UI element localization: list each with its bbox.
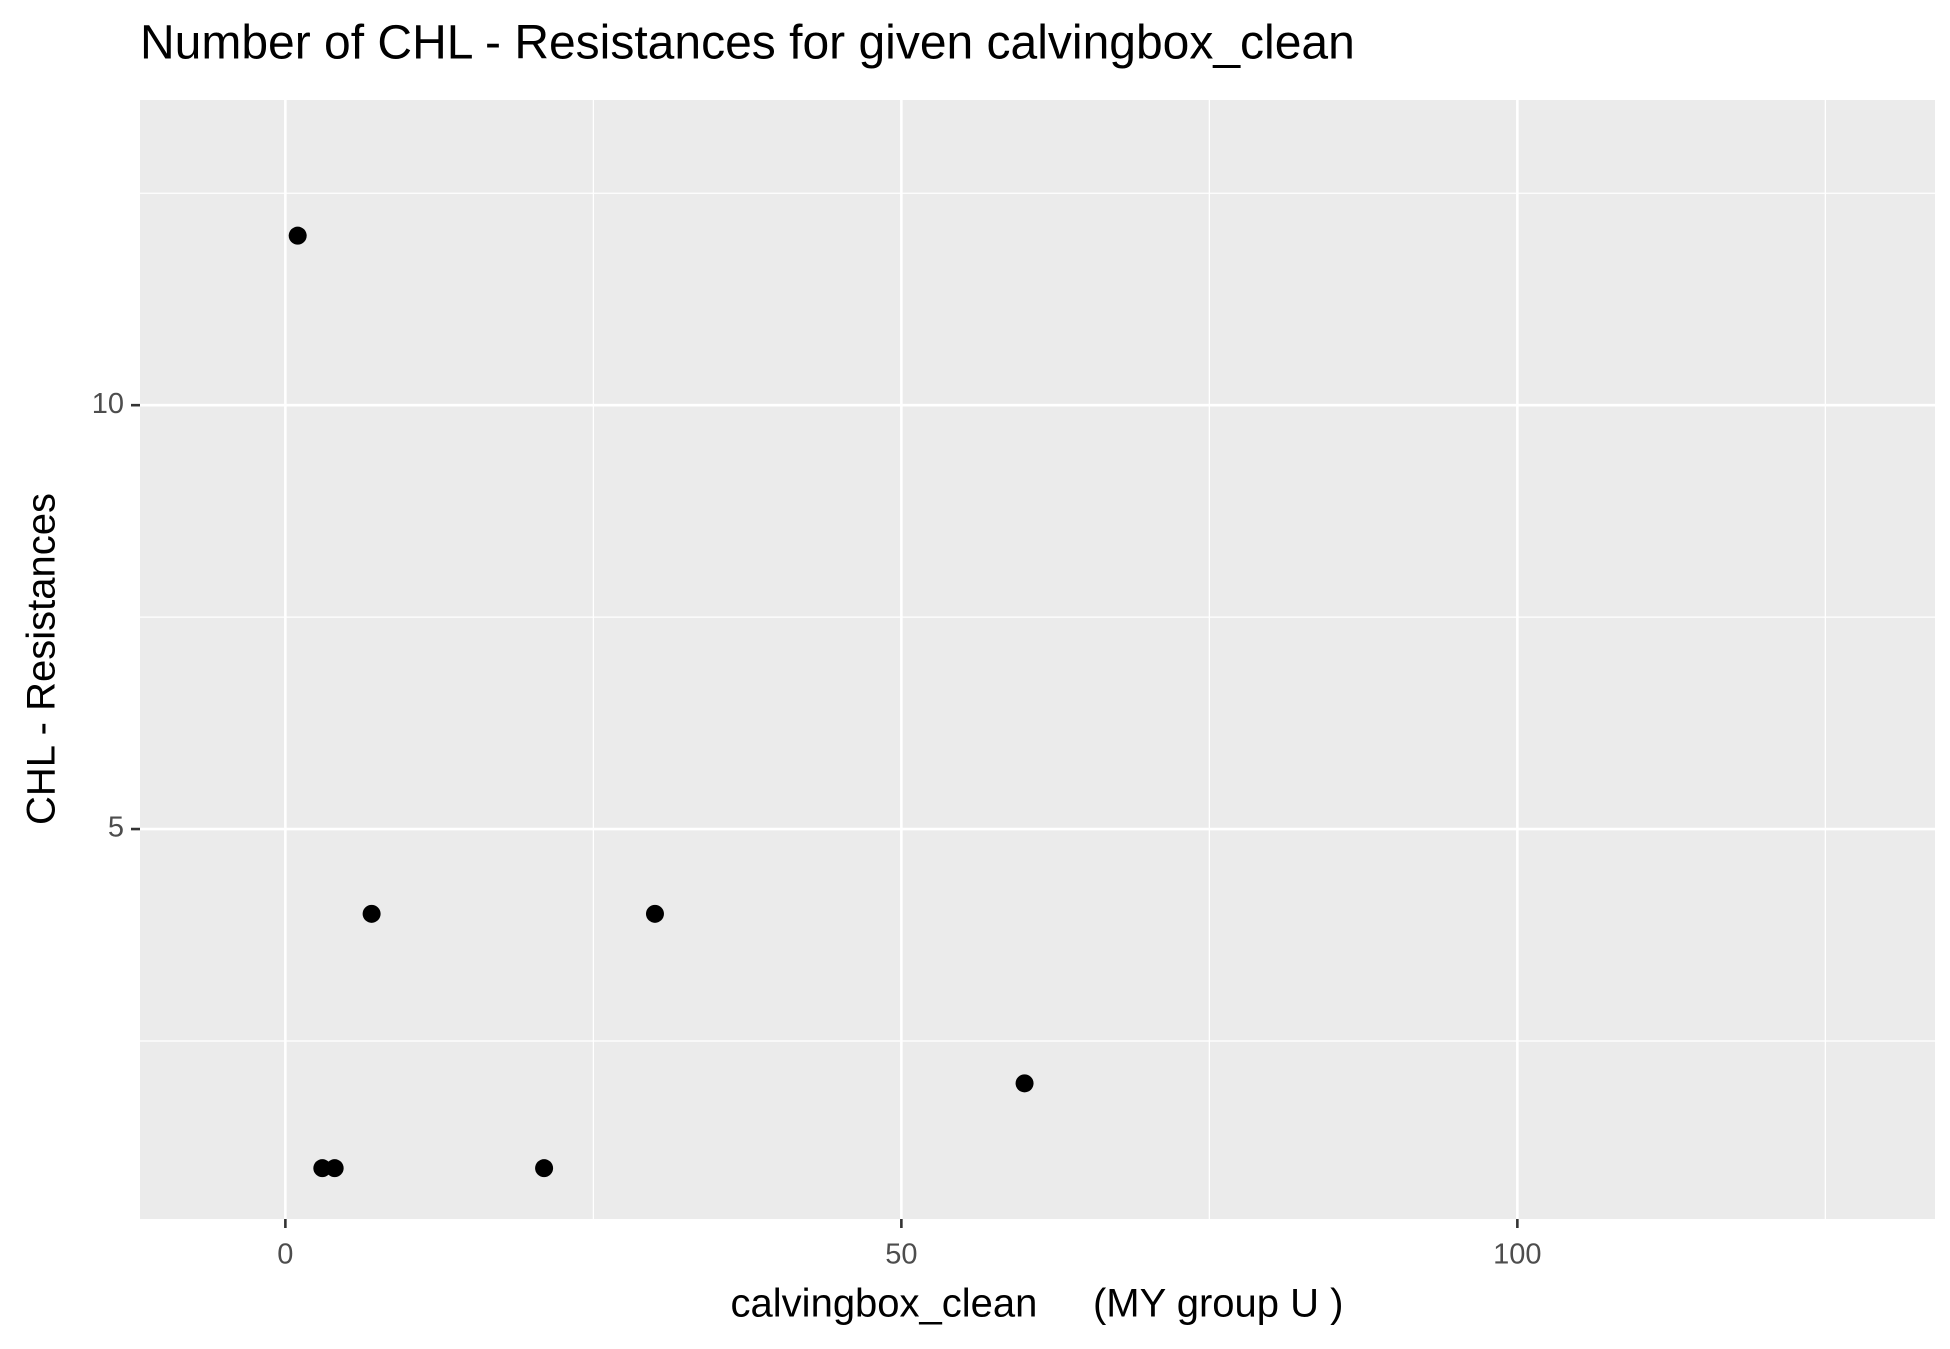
x-tick-label: 0	[277, 1239, 293, 1271]
point	[325, 1159, 344, 1178]
point	[1015, 1074, 1034, 1093]
x-tick-label: 50	[885, 1239, 917, 1271]
chart-title: Number of CHL - Resistances for given ca…	[140, 17, 1355, 70]
y-tick-label: 5	[108, 812, 124, 844]
point	[313, 1159, 332, 1178]
point	[288, 226, 307, 245]
plot-panel	[140, 100, 1935, 1219]
point	[535, 1159, 554, 1178]
y-axis-label: CHL - Resistances	[20, 493, 64, 825]
point	[645, 904, 664, 923]
x-tick-label: 100	[1493, 1239, 1541, 1271]
y-tick-label: 10	[92, 388, 124, 420]
x-axis-label: calvingbox_clean (MY group U )	[731, 1282, 1344, 1326]
point	[362, 904, 381, 923]
